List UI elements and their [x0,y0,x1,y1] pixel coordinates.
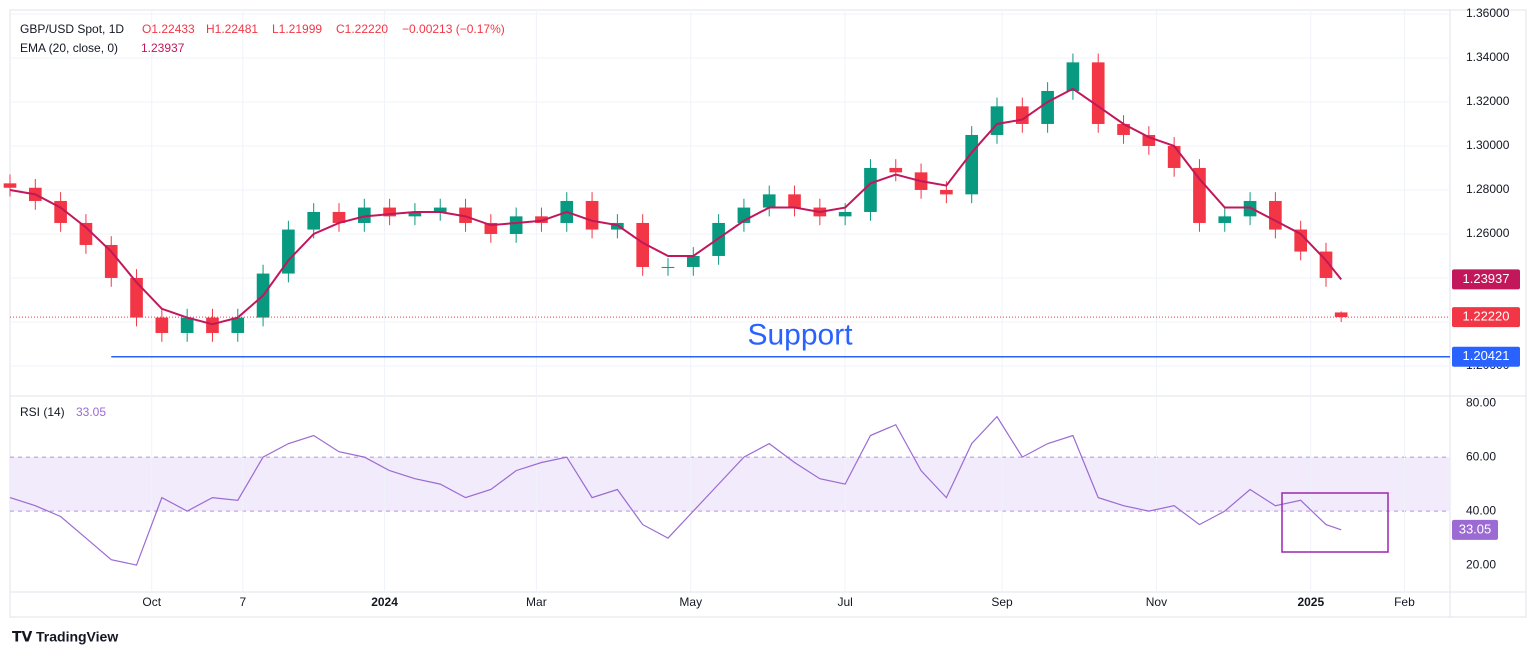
candle-body [1294,229,1308,252]
candle-body [1066,62,1080,91]
x-tick-label: 2024 [371,595,398,609]
rsi-value-box [1452,519,1498,540]
candle-body [206,317,219,333]
y-tick-label: 1.36000 [1466,6,1510,20]
y-tick-label: 1.30000 [1466,138,1510,152]
x-tick-label: 2025 [1297,595,1324,609]
support-label: Support [747,319,853,352]
candle-body [307,211,321,230]
candle-body [1269,200,1282,230]
candle-body [965,134,979,195]
y-tick-label: 1.34000 [1466,50,1510,64]
candle-body [79,222,93,245]
y-tick-label: 60.00 [1466,449,1496,463]
candle-body [104,244,118,278]
y-tick-label: 1.32000 [1466,94,1510,108]
x-tick-label: Feb [1394,595,1415,609]
candle-body [180,317,194,333]
ohlc-change: −0.00213 (−0.17%) [402,22,505,36]
rsi-legend-value: 33.05 [76,405,106,419]
x-tick-label: 7 [239,595,246,609]
last-price-label: 1.22220 [1463,309,1510,324]
candle-body [1091,62,1105,124]
frame [9,9,1527,618]
rsi-value-label: 33.05 [1459,521,1492,536]
candle-body [864,167,877,212]
candle-body [484,222,498,234]
x-tick-label: May [679,595,702,609]
y-tick-label: 1.26000 [1466,226,1510,240]
candle-body [585,200,599,230]
ohlc-open: O1.22433 [142,22,195,36]
candle-body [661,266,675,268]
y-tick-label: 80.00 [1466,395,1496,409]
candle-body [940,189,953,195]
y-tick-label: 1.28000 [1466,182,1510,196]
candle-body [636,222,650,267]
candle-body [762,194,776,208]
candle-body [509,216,523,234]
candle-body [990,106,1004,135]
plot: 80.00 60.00 40.00 20.00 Oct 7 2024 Mar May Jul Sep… [3,6,1520,609]
candle-body [788,194,801,208]
candle-body [1193,167,1206,223]
candle-body [1142,134,1156,146]
ema-legend: EMA (20, close, 0) [20,41,118,55]
candle-body [1218,216,1232,223]
candle-body [686,255,700,267]
candle-body [889,167,903,173]
ohlc-close: C1.22220 [336,22,388,36]
y-tick-label: 20.00 [1466,557,1496,571]
candle-body [1167,145,1181,168]
candle-body [155,317,169,333]
x-tick-label: Mar [526,595,547,609]
candle-body [357,207,371,223]
candle-body [3,183,17,188]
x-tick-label: Nov [1146,595,1167,609]
brand-logo: 𝗧𝗩 TradingView [12,629,118,645]
y-tick-label: 40.00 [1466,503,1496,517]
x-tick-label: Sep [991,595,1013,609]
rsi-band [10,457,1450,512]
candle-body [433,207,447,212]
rsi-line [9,415,1342,566]
brand-icon: 𝗧𝗩 [12,629,33,645]
brand-name: TradingView [36,629,118,645]
rsi-legend: RSI (14) [20,405,65,419]
candle-body [1117,123,1130,135]
ohlc-low: L1.21999 [272,22,322,36]
candle-body [332,211,346,223]
ema-value-label: 1.23937 [1463,271,1510,286]
last-price-box [1452,307,1520,328]
x-tick-label: Jul [837,595,852,609]
candle-body [383,207,396,217]
ema-value-box [1452,269,1520,290]
candle-body [1041,90,1054,124]
candle-body [535,216,548,223]
highlight-box [1281,492,1389,553]
candle-body [282,229,295,274]
candle-body [1334,312,1348,318]
chart-title: GBP/USD Spot, 1D [20,22,124,36]
candle-body [231,317,245,333]
candle-body [408,211,422,217]
ema-line [9,87,1342,326]
support-value-box [1452,346,1520,367]
x-tick-label: Oct [142,595,161,609]
candle-body [130,277,143,318]
ohlc-high: H1.22481 [206,22,258,36]
support-value-label: 1.20421 [1463,348,1510,363]
candle-body [838,211,852,217]
ema-legend-value: 1.23937 [141,41,185,55]
candle-body [459,207,472,223]
